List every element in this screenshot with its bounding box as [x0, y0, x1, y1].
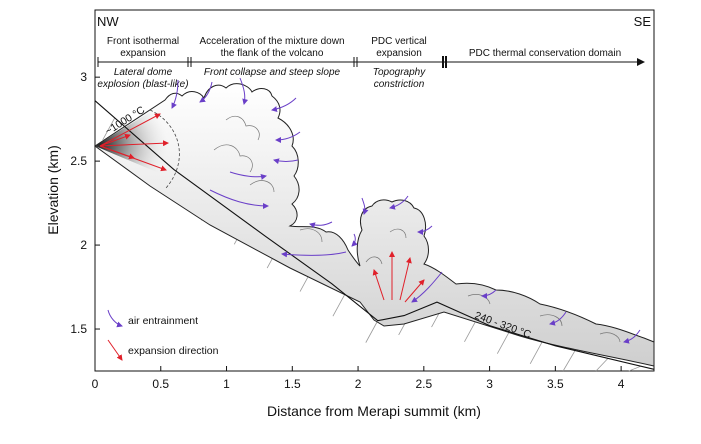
- legend-air-icon: [107, 309, 123, 328]
- legend: air entrainment expansion direction: [107, 309, 219, 361]
- expansion-arrow: [99, 133, 131, 147]
- domain-1-sub-1: Lateral dome: [114, 67, 173, 78]
- ground-hatch: [464, 319, 477, 342]
- ground-hatch: [529, 341, 543, 364]
- ground-hatch: [102, 117, 116, 141]
- air-arrow: [271, 97, 297, 112]
- x-tick-label: 0.5: [152, 377, 169, 391]
- domain-2-title-2: the flank of the volcano: [221, 48, 324, 59]
- x-tick-label: 3: [486, 377, 493, 391]
- domain-divider-line: [97, 56, 645, 68]
- legend-expansion-icon: [107, 339, 123, 361]
- domain-3-sub-1: Topography: [373, 67, 426, 78]
- source-gradient: [95, 112, 172, 176]
- x-tick-label: 3.5: [547, 377, 564, 391]
- y-tick-label: 2: [80, 238, 87, 252]
- y-tick-label: 3: [80, 70, 87, 84]
- y-axis: 3 2.5 2 1.5: [70, 70, 100, 336]
- air-arrow: [389, 195, 409, 210]
- air-entrainment-arrows: [171, 77, 641, 344]
- air-arrow: [411, 271, 443, 303]
- x-tick-label: 4: [618, 377, 625, 391]
- ground-hatch: [365, 320, 379, 343]
- x-tick-label: 0: [92, 377, 99, 391]
- ground-hatch: [562, 350, 576, 372]
- air-arrow: [273, 158, 299, 165]
- air-arrow: [361, 197, 369, 215]
- x-tick-label: 1.5: [284, 377, 301, 391]
- x-axis: 0 0.5 1 1.5 2 2.5 3 3.5 4: [92, 366, 625, 391]
- expansion-arrow: [99, 145, 135, 160]
- domain-3-title-2: expansion: [376, 48, 422, 59]
- expansion-arrow: [99, 113, 161, 147]
- x-tick-label: 2.5: [415, 377, 432, 391]
- domain-2-sub-1: Front collapse and steep slope: [204, 67, 341, 78]
- air-arrow: [275, 131, 301, 143]
- expansion-arrows: [99, 113, 425, 303]
- air-arrow: [239, 77, 249, 105]
- air-arrow: [229, 171, 267, 180]
- domain-1-title-1: Front isothermal: [107, 36, 179, 47]
- ground-hatch: [496, 331, 510, 354]
- air-arrow: [481, 289, 497, 299]
- pdc-flow-body: [94, 83, 655, 367]
- plot-frame: [94, 9, 655, 372]
- air-arrow: [171, 79, 179, 109]
- air-arrow: [549, 311, 567, 326]
- ground-profile: [94, 100, 655, 370]
- y-tick-label: 2.5: [70, 154, 87, 168]
- expansion-arrow: [99, 140, 169, 147]
- ground-hatch: [332, 294, 346, 317]
- domain-1-title-2: expansion: [120, 48, 166, 59]
- y-tick-label: 1.5: [70, 322, 87, 336]
- air-arrow: [351, 233, 358, 247]
- billow-contours: [213, 115, 621, 343]
- air-arrow: [309, 221, 333, 229]
- ground-hatch: [595, 358, 609, 372]
- x-tick-label: 2: [355, 377, 362, 391]
- air-arrow: [209, 189, 269, 209]
- domain-3-title-1: PDC vertical: [371, 36, 427, 47]
- domain-2-title-1: Acceleration of the mixture down: [199, 36, 344, 47]
- domain-4-title-1: PDC thermal conservation domain: [469, 48, 621, 59]
- ground-hatch: [628, 365, 641, 372]
- legend-expansion-label: expansion direction: [128, 345, 219, 357]
- air-arrow: [199, 81, 213, 103]
- domain-headers: Front isothermal expansion Lateral dome …: [97, 36, 621, 90]
- expansion-arrow: [399, 257, 412, 301]
- x-axis-title: Distance from Merapi summit (km): [267, 403, 481, 419]
- legend-air-label: air entrainment: [128, 315, 198, 327]
- air-arrow: [623, 329, 641, 344]
- se-label: SE: [634, 14, 652, 29]
- y-axis-title: Elevation (km): [45, 145, 61, 234]
- expansion-arrow: [404, 279, 425, 303]
- domain-1-sub-2: explosion (blast-like): [97, 79, 188, 90]
- air-arrow: [417, 225, 433, 235]
- air-arrow: [281, 251, 347, 258]
- expansion-arrow: [372, 269, 385, 301]
- nw-label: NW: [97, 14, 119, 29]
- x-tick-label: 1: [223, 377, 230, 391]
- domain-3-sub-2: constriction: [374, 79, 425, 90]
